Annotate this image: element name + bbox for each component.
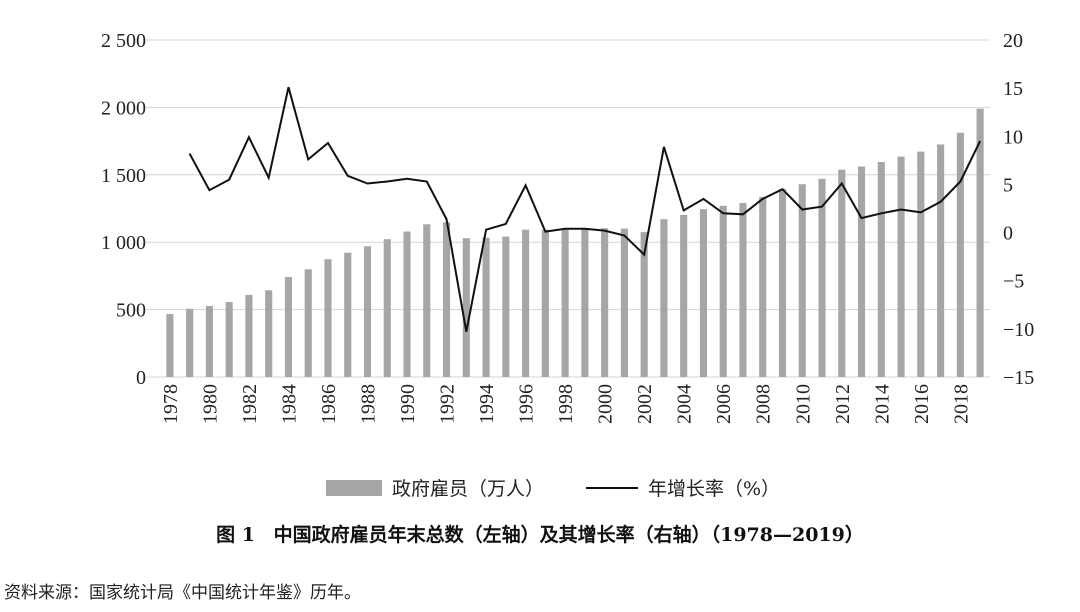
bar (660, 219, 668, 377)
bar (897, 156, 905, 377)
bar (166, 314, 174, 377)
legend-line-label: 年增长率（%） (648, 478, 780, 500)
bar (225, 302, 233, 377)
x-tick-label: 1980 (199, 384, 221, 424)
bar (324, 259, 332, 377)
bar (937, 144, 945, 377)
bar (363, 246, 372, 377)
bar (442, 222, 451, 377)
bar (383, 239, 391, 377)
bar-series (166, 108, 984, 378)
bar (680, 214, 688, 377)
bar (699, 209, 708, 377)
right-tick-label: −10 (1003, 319, 1034, 341)
growth-rate-line (188, 86, 981, 332)
right-tick-label: 0 (1003, 223, 1013, 245)
left-tick-label: 1 000 (101, 232, 146, 254)
bar (798, 184, 806, 377)
left-tick-label: 2 500 (101, 30, 146, 52)
x-tick-label: 2014 (871, 384, 893, 424)
bar (838, 169, 846, 377)
x-tick-label: 1990 (397, 384, 419, 424)
bar (759, 196, 767, 377)
bar (482, 237, 490, 377)
x-tick-label: 2018 (950, 384, 972, 424)
x-tick-label: 1982 (239, 384, 261, 424)
x-axis-ticks: 1978 1980 1982 1984 1986 1988 1990 1992 1994 1996… (160, 384, 972, 424)
bar (344, 252, 352, 377)
bar (423, 224, 431, 377)
bar (186, 308, 194, 377)
bar (917, 151, 925, 377)
bar (719, 205, 727, 377)
bar (581, 228, 589, 377)
bar (502, 236, 510, 377)
right-tick-label: 20 (1003, 30, 1023, 52)
right-tick-label: −5 (1003, 271, 1024, 293)
left-tick-label: 2 000 (101, 97, 146, 119)
chart-area: 0 500 1 000 1 500 2 000 2 500 −15 −10 −5 0 5 10 15 2… (101, 30, 1034, 500)
x-tick-label: 2002 (634, 384, 656, 424)
x-tick-label: 1994 (476, 384, 498, 424)
x-tick-label: 1992 (437, 384, 459, 424)
bar (304, 269, 312, 377)
x-tick-label: 2000 (595, 384, 617, 424)
x-tick-label: 2006 (713, 384, 735, 424)
bar (640, 232, 648, 377)
right-tick-label: 15 (1003, 78, 1023, 100)
bar (284, 276, 293, 377)
right-tick-label: −15 (1003, 367, 1034, 389)
bar (877, 161, 885, 377)
bar (265, 290, 273, 377)
bar (620, 228, 628, 377)
bar (561, 229, 569, 377)
x-tick-label: 2008 (753, 384, 775, 424)
left-tick-label: 0 (136, 367, 146, 389)
bar (956, 132, 964, 377)
bar (205, 305, 213, 377)
legend: 政府雇员（万人） 年增长率（%） (326, 478, 780, 500)
bar (778, 189, 787, 377)
bar (245, 294, 253, 377)
bar (541, 229, 549, 377)
x-tick-label: 1988 (358, 384, 380, 424)
legend-bar-swatch (326, 480, 382, 496)
x-tick-label: 1984 (278, 384, 300, 424)
x-tick-label: 2004 (674, 384, 696, 424)
x-tick-label: 2012 (832, 384, 854, 424)
x-tick-label: 1996 (516, 384, 538, 424)
left-axis-ticks: 0 500 1 000 1 500 2 000 2 500 (101, 30, 146, 389)
bar (818, 178, 826, 377)
x-tick-label: 2016 (911, 384, 933, 424)
right-tick-label: 10 (1003, 126, 1023, 148)
bar (522, 229, 530, 377)
bar (601, 228, 609, 377)
right-tick-label: 5 (1003, 174, 1013, 196)
left-tick-label: 1 500 (101, 165, 146, 187)
bar (857, 166, 866, 377)
bar (976, 108, 984, 378)
bar (462, 238, 470, 377)
x-tick-label: 1978 (160, 384, 182, 424)
figure-label: 图 1 (216, 524, 255, 546)
legend-bar-label: 政府雇员（万人） (392, 478, 544, 500)
x-tick-label: 1998 (555, 384, 577, 424)
right-axis-ticks: −15 −10 −5 0 5 10 15 20 (1003, 30, 1034, 389)
bar (739, 202, 747, 377)
bar (403, 231, 411, 377)
figure-title: 中国政府雇员年末总数（左轴）及其增长率（右轴）（1978—2019） (273, 524, 864, 546)
source-note: 资料来源：国家统计局《中国统计年鉴》历年。 (4, 583, 361, 603)
figure-caption: 图 1 中国政府雇员年末总数（左轴）及其增长率（右轴）（1978—2019） (0, 520, 1080, 547)
x-tick-label: 2010 (792, 384, 814, 424)
left-tick-label: 500 (116, 300, 146, 322)
x-tick-label: 1986 (318, 384, 340, 424)
